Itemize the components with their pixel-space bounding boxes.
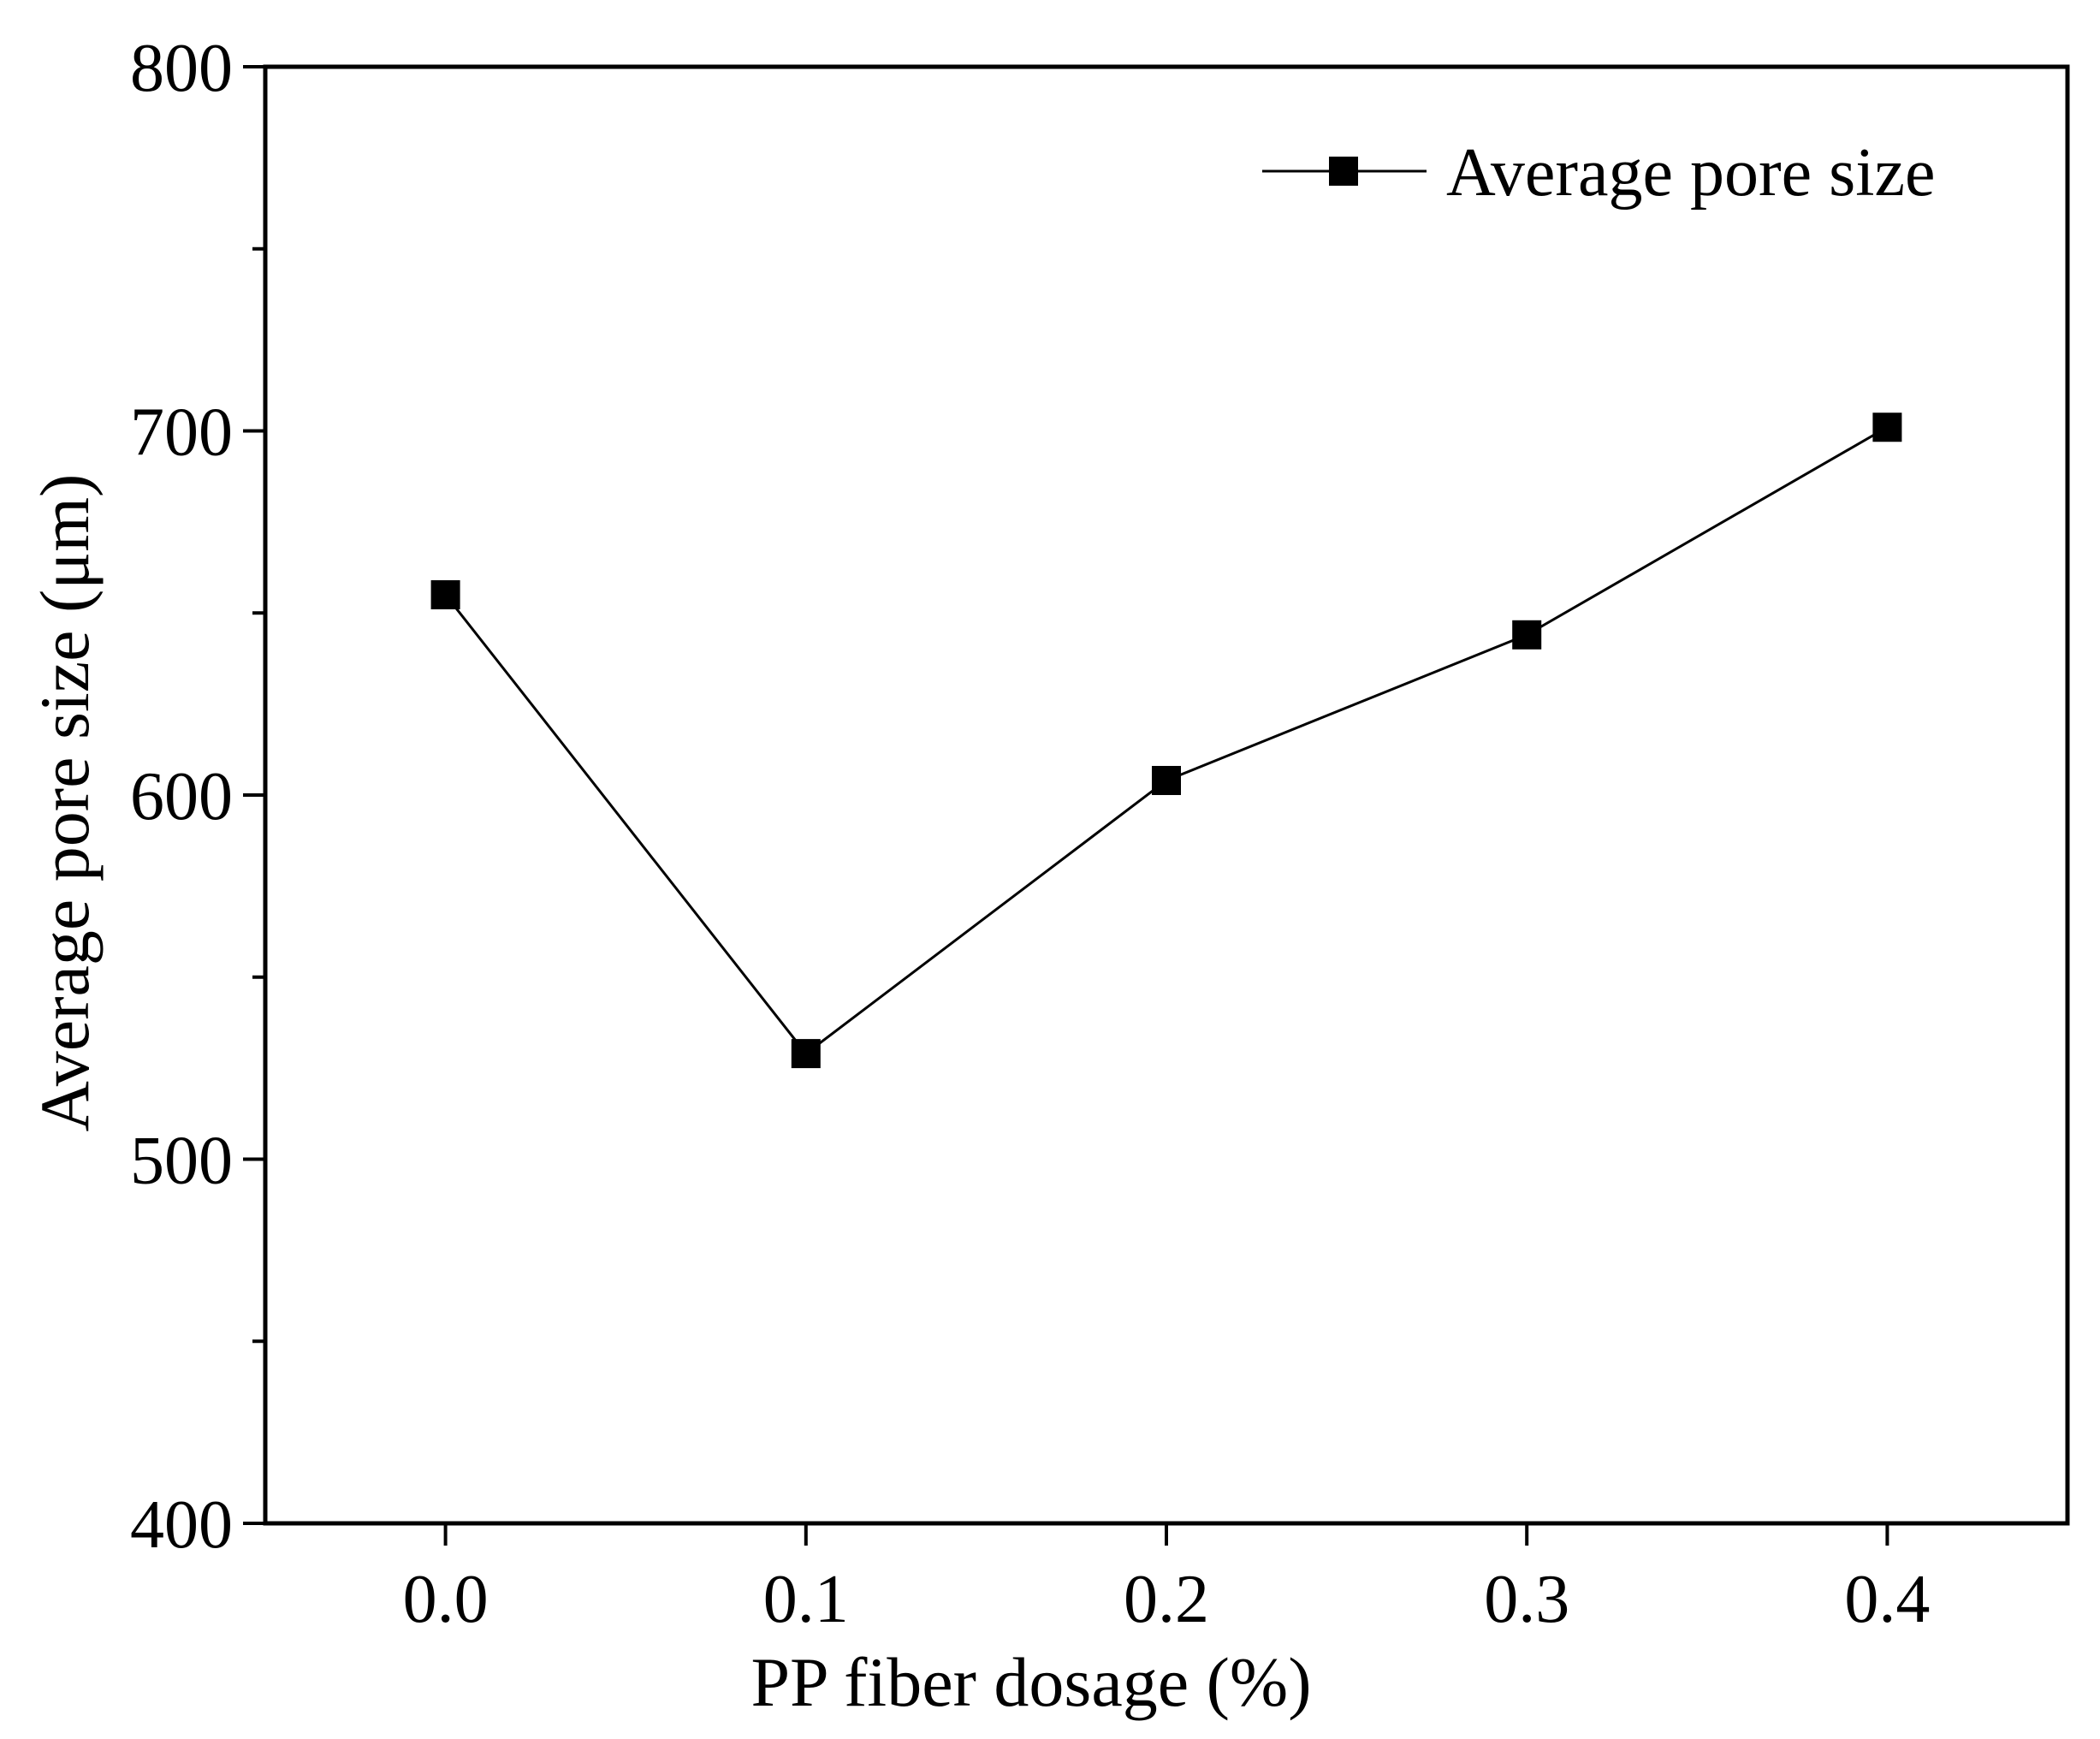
- y-axis-tick-labels: 400 500 600 700 800: [130, 31, 233, 1563]
- legend-label: Average pore size: [1446, 135, 1936, 211]
- y-tick-label: 400: [130, 1487, 233, 1563]
- y-tick-label: 800: [130, 31, 233, 106]
- x-tick-label: 0.3: [1484, 1562, 1569, 1637]
- y-axis-title: Average pore size (μm): [26, 474, 104, 1132]
- data-point-marker: [1152, 765, 1181, 795]
- x-axis-title: PP fiber dosage (%): [750, 1643, 1311, 1721]
- x-axis-tick-labels: 0.0 0.1 0.2 0.3 0.4: [403, 1562, 1931, 1637]
- x-tick-label: 0.4: [1844, 1562, 1930, 1637]
- x-tick-label: 0.1: [763, 1562, 849, 1637]
- y-tick-label: 600: [130, 759, 233, 834]
- plot-frame: [263, 64, 2070, 1526]
- x-tick-label: 0.0: [403, 1562, 489, 1637]
- data-point-marker: [430, 579, 460, 609]
- series-line: [444, 425, 1889, 1056]
- legend-marker: [1329, 157, 1358, 186]
- series-layer: [430, 412, 1902, 1069]
- x-axis-ticks: [443, 1523, 1889, 1546]
- y-axis-ticks: [243, 65, 265, 1525]
- data-point-marker: [1512, 620, 1542, 650]
- y-tick-label: 700: [130, 395, 233, 471]
- data-point-marker: [1872, 412, 1902, 442]
- legend: Average pore size: [1262, 135, 1936, 211]
- x-tick-label: 0.2: [1124, 1562, 1209, 1637]
- data-point-marker: [791, 1039, 821, 1069]
- y-tick-label: 500: [130, 1124, 233, 1199]
